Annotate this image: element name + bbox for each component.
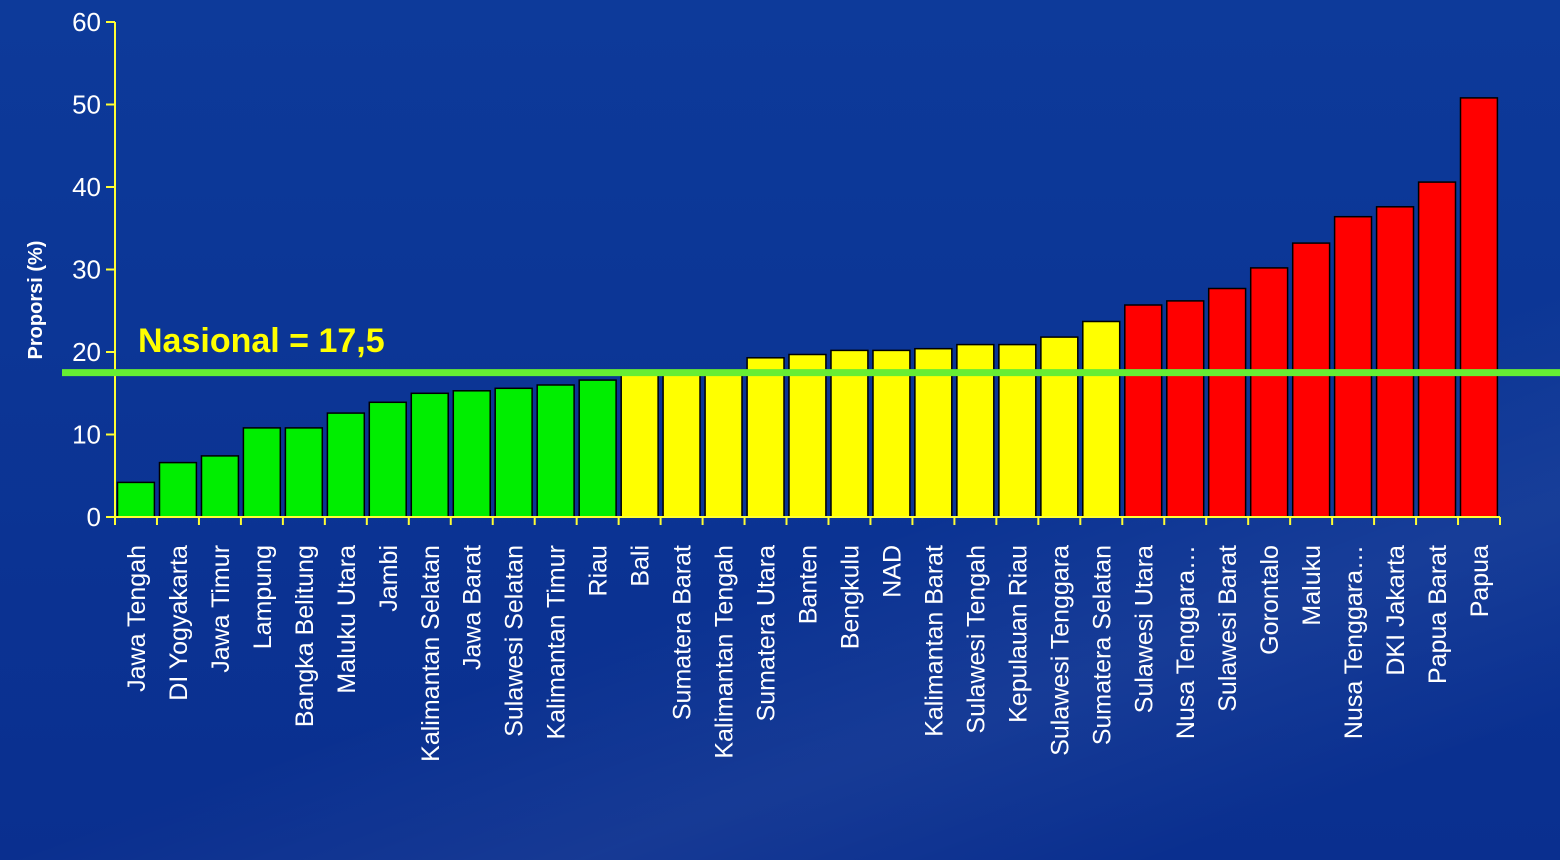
bar-25 bbox=[1166, 300, 1205, 518]
bar-23 bbox=[1082, 320, 1121, 518]
category-label-16: Banten bbox=[795, 545, 823, 624]
bar-6 bbox=[368, 401, 407, 518]
bar-16 bbox=[788, 353, 827, 518]
bar-3 bbox=[242, 427, 282, 518]
category-label-29: Nusa Tenggara… bbox=[1340, 545, 1368, 739]
bar-22 bbox=[1040, 336, 1079, 518]
category-label-17: Bengkulu bbox=[837, 545, 865, 649]
y-tick-label-50: 50 bbox=[72, 90, 101, 120]
y-tick-label-30: 30 bbox=[72, 255, 101, 285]
bar-8 bbox=[452, 390, 491, 518]
category-label-22: Sulawesi Tenggara bbox=[1046, 545, 1074, 756]
bar-24 bbox=[1124, 304, 1163, 518]
bar-5 bbox=[326, 412, 366, 518]
y-tick-label-40: 40 bbox=[72, 172, 101, 202]
y-axis-label: Proporsi (%) bbox=[25, 241, 47, 360]
bar-18 bbox=[872, 349, 911, 518]
bar-31 bbox=[1417, 181, 1457, 518]
y-tick-label-20: 20 bbox=[72, 337, 101, 367]
bars-group bbox=[116, 97, 1499, 518]
category-label-14: Kalimantan Tengah bbox=[711, 545, 739, 759]
category-label-32: Papua bbox=[1466, 545, 1494, 617]
category-label-19: Kalimantan Barat bbox=[920, 545, 948, 737]
axes-group: 0 10 20 30 40 50 60 bbox=[72, 7, 1501, 532]
category-label-24: Sulawesi Utara bbox=[1130, 545, 1158, 713]
bar-2 bbox=[200, 455, 240, 518]
y-tick-label-10: 10 bbox=[72, 420, 101, 450]
category-label-26: Sulawesi Barat bbox=[1214, 545, 1242, 712]
bar-32 bbox=[1459, 97, 1499, 518]
bar-28 bbox=[1291, 242, 1331, 518]
bar-1 bbox=[158, 461, 198, 518]
bar-29 bbox=[1333, 215, 1373, 518]
category-label-12: Bali bbox=[627, 545, 655, 587]
category-label-0: Jawa Tengah bbox=[123, 545, 151, 692]
bar-14 bbox=[704, 369, 743, 518]
y-tick-label-60: 60 bbox=[72, 7, 101, 37]
bar-11 bbox=[578, 379, 617, 518]
category-label-28: Maluku bbox=[1298, 545, 1326, 626]
category-label-25: Nusa Tenggara… bbox=[1172, 545, 1200, 739]
bar-7 bbox=[410, 392, 449, 518]
bar-10 bbox=[536, 384, 575, 518]
bar-26 bbox=[1207, 287, 1247, 518]
category-label-30: DKI Jakarta bbox=[1382, 545, 1410, 676]
category-label-23: Sumatera Selatan bbox=[1088, 545, 1116, 745]
category-label-5: Maluku Utara bbox=[333, 545, 361, 694]
bar-9 bbox=[494, 387, 533, 518]
category-label-13: Sumatera Barat bbox=[669, 545, 697, 720]
category-label-31: Papua Barat bbox=[1424, 545, 1452, 684]
bar-12 bbox=[620, 374, 659, 518]
category-label-9: Sulawesi Selatan bbox=[501, 545, 529, 737]
category-label-2: Jawa Timur bbox=[207, 545, 235, 673]
category-label-10: Kalimantan Timur bbox=[543, 545, 571, 740]
category-label-3: Lampung bbox=[249, 545, 277, 649]
category-labels-group: Jawa Tengah DI Yogyakarta Jawa Timur Lampun… bbox=[123, 545, 1494, 762]
category-label-11: Riau bbox=[585, 545, 613, 596]
category-label-15: Sumatera Utara bbox=[753, 545, 781, 722]
category-label-21: Kepulauan Riau bbox=[1004, 545, 1032, 723]
bar-17 bbox=[830, 349, 869, 518]
national-average-label: Nasional = 17,5 bbox=[138, 322, 385, 360]
bar-15 bbox=[746, 357, 785, 518]
bar-13 bbox=[662, 371, 701, 518]
bar-0 bbox=[116, 481, 156, 518]
category-label-4: Bangka Belitung bbox=[291, 545, 319, 727]
category-label-1: DI Yogyakarta bbox=[165, 545, 193, 701]
category-label-7: Kalimantan Selatan bbox=[417, 545, 445, 762]
category-label-20: Sulawesi Tengah bbox=[962, 545, 990, 734]
category-label-18: NAD bbox=[878, 545, 906, 598]
bar-27 bbox=[1249, 267, 1289, 518]
category-label-6: Jambi bbox=[375, 545, 403, 612]
bar-4 bbox=[284, 427, 324, 518]
category-label-27: Gorontalo bbox=[1256, 545, 1284, 655]
y-tick-label-0: 0 bbox=[87, 502, 101, 532]
category-label-8: Jawa Barat bbox=[459, 545, 487, 670]
bar-30 bbox=[1375, 206, 1415, 518]
